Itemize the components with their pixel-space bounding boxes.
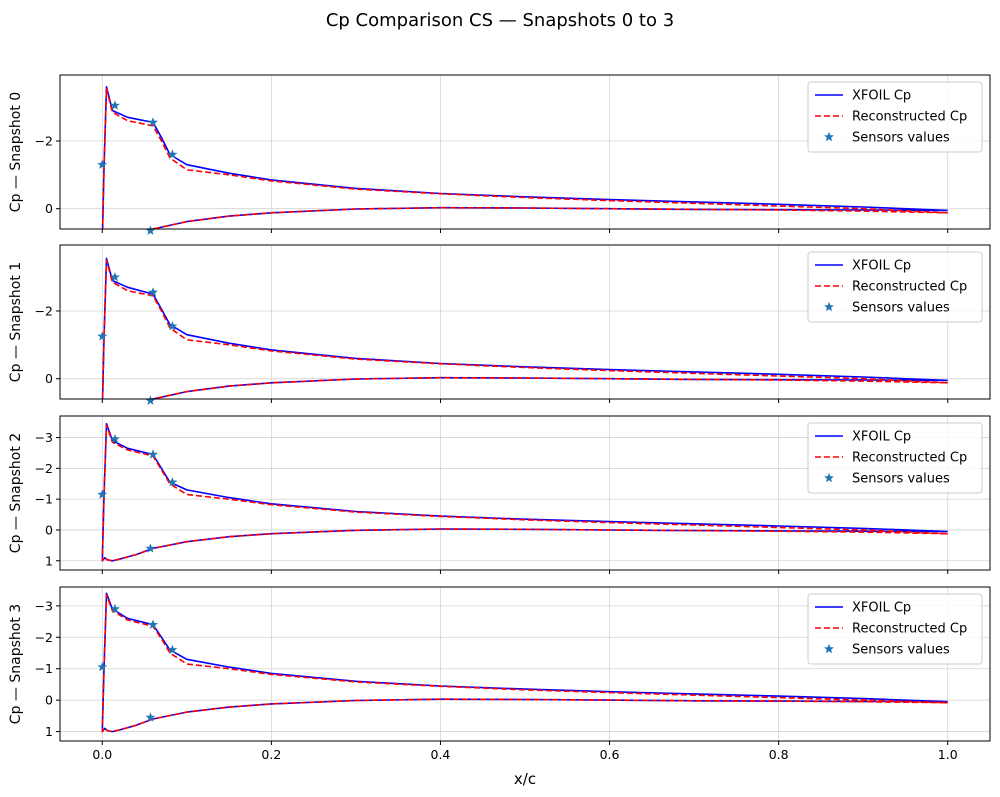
legend-entry-label: Reconstructed Cp (852, 280, 967, 295)
y-tick-label: −2 (35, 134, 53, 149)
axes-frame (59, 415, 991, 571)
y-tick-label: −2 (35, 304, 53, 319)
figure-title: Cp Comparison CS — Snapshots 0 to 3 (326, 10, 674, 31)
legend-entry-label: XFOIL Cp (852, 601, 911, 616)
legend-sensor-swatch (824, 472, 834, 483)
y-tick-label: 1 (45, 553, 53, 568)
reconstructed-cp-line (101, 259, 948, 399)
x-tick-label: 0.2 (261, 747, 281, 762)
legend-entry-label: Reconstructed Cp (852, 451, 967, 466)
y-tick-label: 0 (45, 371, 53, 386)
y-tick-label: 0 (45, 693, 53, 708)
reconstructed-cp-line (101, 424, 948, 562)
legend-box (807, 251, 983, 323)
legend-entry-label: XFOIL Cp (852, 259, 911, 274)
sensor-point (167, 149, 178, 159)
y-axis-label: Cp — Snapshot 2 (8, 433, 24, 553)
y-tick-label: 1 (45, 724, 53, 739)
legend-entry-label: XFOIL Cp (852, 430, 911, 445)
y-axis-label: Cp — Snapshot 0 (8, 92, 24, 212)
x-axis-label: x/c (514, 770, 536, 788)
sensor-point (97, 159, 108, 169)
legend-box (807, 422, 983, 494)
y-tick-label: −3 (35, 430, 53, 445)
y-tick-label: −3 (35, 598, 53, 613)
subplots: −2 0 Cp — Snapshot 0 XFOIL Cp Reconstructed … (8, 74, 991, 762)
legend-entry-label: XFOIL Cp (852, 89, 911, 104)
sensor-point (110, 272, 120, 282)
y-tick-label: 0 (45, 522, 53, 537)
legend-entry-label: Reconstructed Cp (852, 622, 967, 637)
sensor-point (148, 449, 158, 459)
legend-entry-label: Sensors values (852, 643, 950, 658)
legend-box (807, 81, 983, 153)
sensor-point (148, 619, 158, 629)
legend-sensor-swatch (824, 643, 834, 654)
sensor-point (110, 603, 120, 614)
sensor-point (145, 543, 156, 553)
sensor-point (167, 644, 178, 655)
sensor-point (97, 661, 108, 672)
axes-frame (59, 586, 991, 742)
x-tick-label: 1.0 (938, 747, 958, 762)
sensor-point (148, 287, 158, 297)
x-tick-label: 0.8 (769, 747, 789, 762)
sensor-point (97, 489, 108, 499)
sensor-point (97, 331, 108, 341)
subplot-2: −3 −2 −1 0 1 Cp — Snapshot 2 XFOIL Cp Reconstru… (8, 415, 991, 574)
subplot-0: −2 0 Cp — Snapshot 0 XFOIL Cp Reconstructed … (8, 74, 991, 235)
legend-sensor-swatch (824, 301, 834, 312)
x-tick-label: 0.0 (92, 747, 112, 762)
subplot-3: −3 −2 −1 0 1 0.0 0.2 0.4 0.6 0.8 1.0 Cp — Snapshot … (8, 586, 991, 762)
legend-entry-label: Reconstructed Cp (852, 110, 967, 125)
subplot-1: −2 0 Cp — Snapshot 1 XFOIL Cp Reconstructed … (8, 244, 991, 405)
y-axis-label: Cp — Snapshot 3 (8, 604, 24, 724)
legend-entry-label: Sensors values (852, 131, 950, 146)
reconstructed-cp-line (101, 594, 948, 733)
legend-entry-label: Sensors values (852, 472, 950, 487)
axes-frame (59, 74, 991, 230)
sensor-point (167, 477, 178, 487)
y-tick-label: −1 (35, 661, 53, 676)
axes-frame (59, 244, 991, 400)
y-tick-label: −2 (35, 461, 53, 476)
sensor-point (110, 433, 120, 444)
y-tick-label: −1 (35, 492, 53, 507)
y-axis-label: Cp — Snapshot 1 (8, 262, 24, 382)
sensor-point (148, 117, 158, 127)
x-tick-label: 0.6 (600, 747, 620, 762)
legend-box (807, 593, 983, 665)
reconstructed-cp-line (101, 87, 948, 229)
sensor-point (110, 100, 120, 110)
sensor-point (145, 395, 156, 405)
sensor-point (167, 321, 178, 331)
sensor-point (145, 225, 156, 235)
y-tick-label: 0 (45, 201, 53, 216)
legend-entry-label: Sensors values (852, 301, 950, 316)
x-tick-label: 0.4 (431, 747, 451, 762)
legend-sensor-swatch (824, 131, 834, 142)
sensor-point (145, 712, 156, 722)
y-tick-label: −2 (35, 630, 53, 645)
